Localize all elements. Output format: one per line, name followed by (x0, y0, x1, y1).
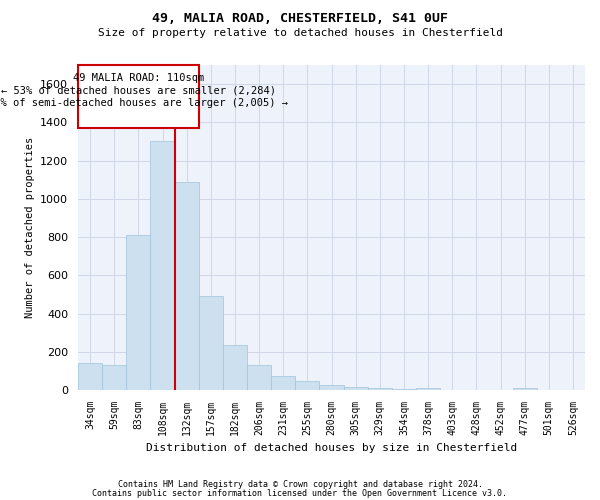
Bar (102, 365, 126, 390)
Text: 49, MALIA ROAD, CHESTERFIELD, S41 0UF: 49, MALIA ROAD, CHESTERFIELD, S41 0UF (152, 12, 448, 26)
Bar (392, 389, 416, 390)
Bar (368, 388, 392, 390)
X-axis label: Distribution of detached houses by size in Chesterfield: Distribution of detached houses by size … (146, 444, 517, 454)
Text: Contains public sector information licensed under the Open Government Licence v3: Contains public sector information licen… (92, 488, 508, 498)
Text: 49 MALIA ROAD: 110sqm: 49 MALIA ROAD: 110sqm (73, 72, 204, 83)
Bar (344, 387, 368, 390)
Y-axis label: Number of detached properties: Number of detached properties (25, 137, 35, 318)
Text: 46% of semi-detached houses are larger (2,005) →: 46% of semi-detached houses are larger (… (0, 98, 289, 108)
Bar (126, 235, 151, 390)
Bar (78, 65, 199, 128)
Bar (271, 376, 295, 390)
Bar (151, 142, 175, 390)
Bar (223, 345, 247, 390)
Bar (175, 182, 199, 390)
Text: ← 53% of detached houses are smaller (2,284): ← 53% of detached houses are smaller (2,… (1, 85, 276, 95)
Text: Contains HM Land Registry data © Crown copyright and database right 2024.: Contains HM Land Registry data © Crown c… (118, 480, 482, 489)
Bar (295, 382, 319, 390)
Bar (78, 363, 102, 390)
Bar (512, 388, 537, 390)
Bar (319, 385, 344, 390)
Bar (416, 388, 440, 390)
Bar (247, 365, 271, 390)
Text: Size of property relative to detached houses in Chesterfield: Size of property relative to detached ho… (97, 28, 503, 38)
Bar (199, 296, 223, 390)
